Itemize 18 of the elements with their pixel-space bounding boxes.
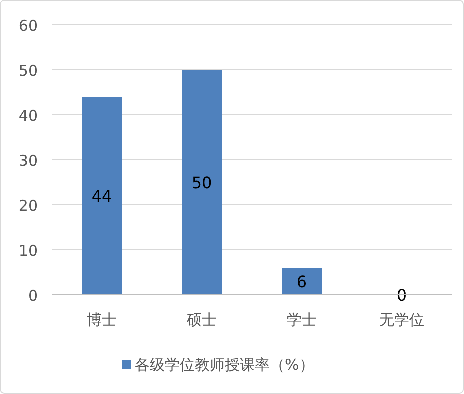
y-tick-label: 10 [18, 242, 38, 260]
bar [82, 97, 122, 295]
x-tick-label: 学士 [287, 311, 317, 329]
y-tick-label: 20 [18, 197, 38, 215]
x-tick-label: 硕士 [186, 311, 217, 329]
y-tick-label: 0 [28, 287, 38, 305]
legend-label: 各级学位教师授课率（%） [135, 356, 314, 374]
x-tick-label: 博士 [87, 311, 117, 329]
y-tick-label: 60 [18, 17, 38, 35]
bar [282, 268, 322, 295]
x-tick-label: 无学位 [380, 311, 424, 329]
data-label: 44 [92, 187, 112, 206]
bar [182, 70, 222, 295]
y-tick-label: 30 [18, 152, 38, 170]
y-tick-label: 50 [18, 62, 38, 80]
data-label: 6 [296, 272, 308, 292]
data-label: 50 [192, 174, 212, 192]
y-tick-label: 40 [18, 107, 38, 125]
